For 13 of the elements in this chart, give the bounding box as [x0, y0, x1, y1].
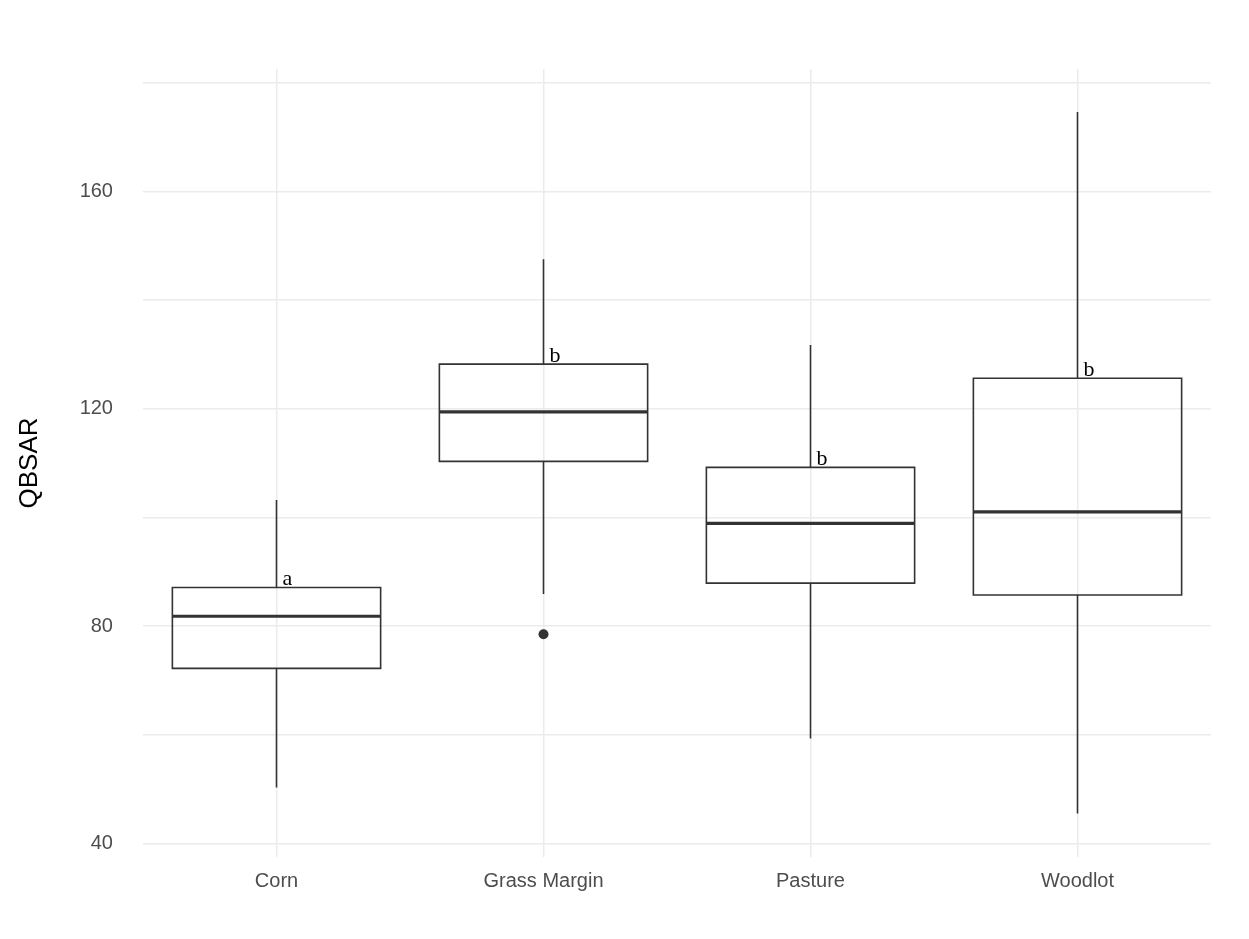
x-tick-label: Woodlot: [1040, 868, 1115, 891]
y-tick-label: 80: [90, 613, 113, 636]
annotation: b: [816, 445, 828, 471]
x-tick-label: Pasture: [776, 868, 845, 891]
y-tick-label: 40: [90, 830, 113, 853]
y-tick-label: 160: [79, 178, 113, 201]
x-tick-label: Grass Margin: [483, 868, 604, 891]
annotation: a: [282, 565, 293, 591]
y-tick-label: 120: [79, 396, 113, 419]
y-axis-title: QBSAR: [12, 417, 43, 509]
annotation: b: [549, 341, 561, 367]
x-tick-label: Corn: [254, 868, 299, 891]
annotation: b: [1083, 356, 1095, 381]
